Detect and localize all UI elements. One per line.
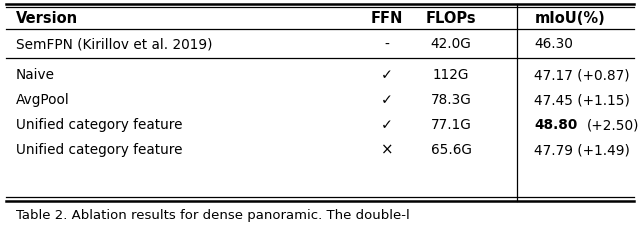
Text: 46.30: 46.30: [534, 37, 573, 51]
Text: 77.1G: 77.1G: [431, 118, 472, 132]
Text: 47.17 (+0.87): 47.17 (+0.87): [534, 68, 630, 82]
Text: (+2.50): (+2.50): [587, 118, 639, 132]
Text: SemFPN (Kirillov et al. 2019): SemFPN (Kirillov et al. 2019): [16, 37, 212, 51]
Text: ×: ×: [381, 142, 394, 157]
Text: mIoU(%): mIoU(%): [534, 11, 605, 26]
Text: AvgPool: AvgPool: [16, 93, 70, 107]
Text: FFN: FFN: [371, 11, 403, 26]
Text: 78.3G: 78.3G: [431, 93, 472, 107]
Text: ✓: ✓: [381, 118, 393, 132]
Text: 48.80: 48.80: [534, 118, 578, 132]
Text: -: -: [385, 37, 390, 51]
Text: 47.45 (+1.15): 47.45 (+1.15): [534, 93, 630, 107]
Text: 42.0G: 42.0G: [431, 37, 472, 51]
Text: Unified category feature: Unified category feature: [16, 143, 182, 157]
Text: 65.6G: 65.6G: [431, 143, 472, 157]
Text: Table 2. Ablation results for dense panoramic. The double-l: Table 2. Ablation results for dense pano…: [16, 208, 410, 221]
Text: Version: Version: [16, 11, 78, 26]
Text: 47.79 (+1.49): 47.79 (+1.49): [534, 143, 630, 157]
Text: ✓: ✓: [381, 68, 393, 82]
Text: Unified category feature: Unified category feature: [16, 118, 182, 132]
Text: FLOPs: FLOPs: [426, 11, 477, 26]
Text: Naive: Naive: [16, 68, 55, 82]
Text: 112G: 112G: [433, 68, 469, 82]
Text: ✓: ✓: [381, 93, 393, 107]
